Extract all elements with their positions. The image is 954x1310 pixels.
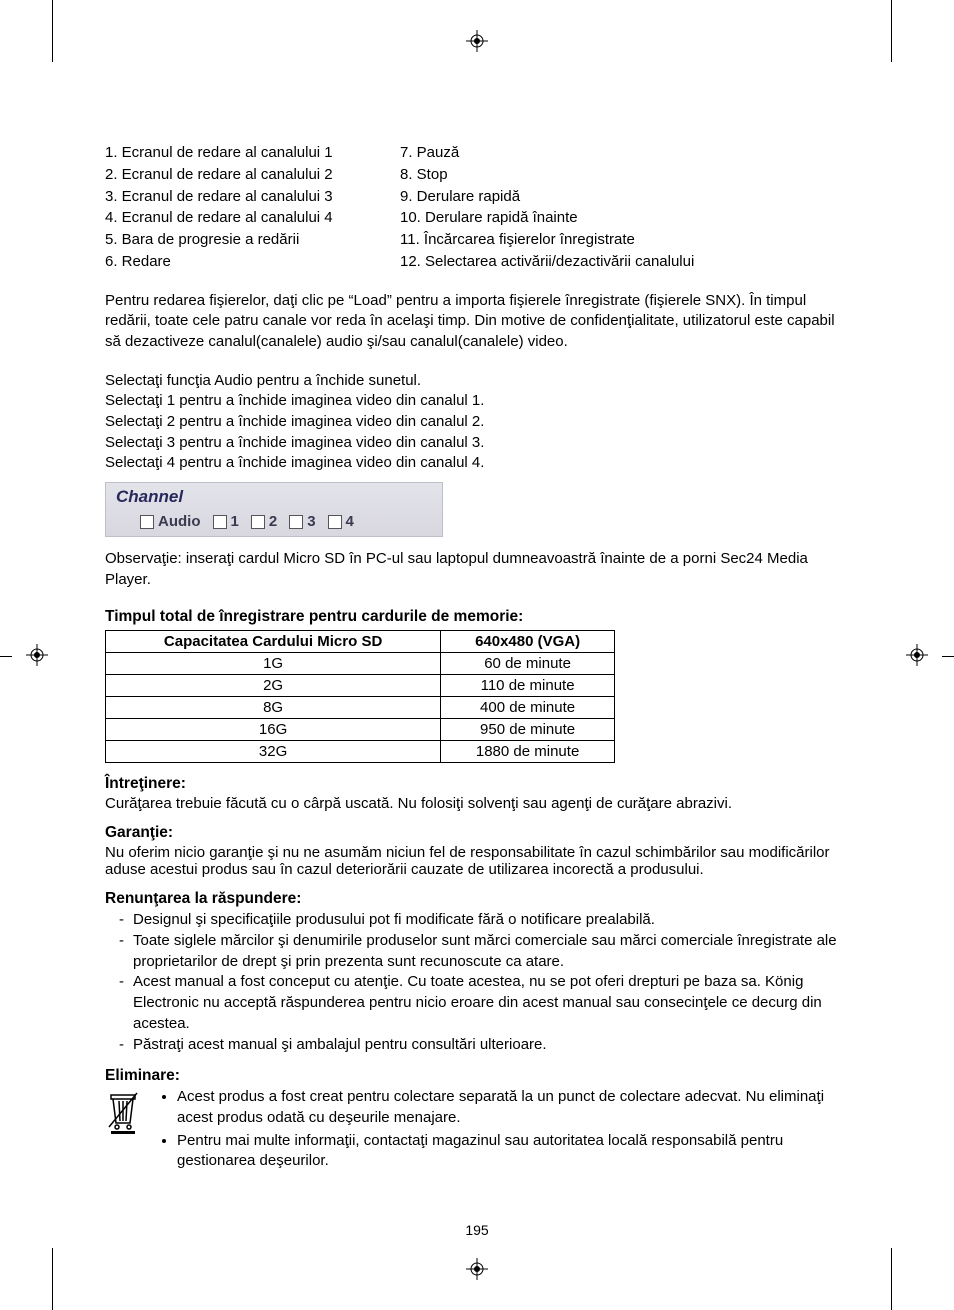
table-header: Capacitatea Cardului Micro SD — [106, 631, 441, 653]
weee-icon — [105, 1087, 141, 1174]
table-heading: Timpul total de înregistrare pentru card… — [105, 608, 849, 626]
list-column-left: 1. Ecranul de redare al canalului 1 2. E… — [105, 142, 400, 273]
list-item: 4. Ecranul de redare al canalului 4 — [105, 207, 400, 229]
section-heading: Renunţarea la răspundere: — [105, 890, 849, 908]
crop-mark — [891, 1248, 892, 1310]
list-item: Acest manual a fost conceput cu atenţie.… — [119, 972, 849, 1034]
list-item: 12. Selectarea activării/dezactivării ca… — [400, 251, 694, 273]
crop-mark — [52, 1248, 53, 1310]
checkbox-icon — [328, 515, 342, 529]
table-row: 8G400 de minute — [106, 697, 615, 719]
list-item: 2. Ecranul de redare al canalului 2 — [105, 164, 400, 186]
checkbox-label: 3 — [307, 513, 315, 530]
table-cell: 16G — [106, 719, 441, 741]
table-cell: 110 de minute — [441, 675, 615, 697]
list-item: 5. Bara de progresie a redării — [105, 229, 400, 251]
table-cell: 32G — [106, 741, 441, 763]
channel-panel-title: Channel — [116, 487, 432, 507]
table-row: 1G60 de minute — [106, 653, 615, 675]
table-cell: 8G — [106, 697, 441, 719]
checkbox-icon — [251, 515, 265, 529]
checkbox-icon — [213, 515, 227, 529]
table-cell: 1G — [106, 653, 441, 675]
disposal-section: Eliminare: — [105, 1067, 849, 1174]
disclaimer-section: Renunţarea la răspundere: Designul şi sp… — [105, 890, 849, 1055]
list-column-right: 7. Pauză 8. Stop 9. Derulare rapidă 10. … — [400, 142, 694, 273]
note-text: Observaţie: inseraţi cardul Micro SD în … — [105, 549, 849, 590]
checkbox-option: 2 — [251, 513, 277, 530]
text-line: Selectaţi 3 pentru a închide imaginea vi… — [105, 433, 849, 454]
table-cell: 60 de minute — [441, 653, 615, 675]
registration-mark-icon — [466, 1258, 488, 1280]
table-cell: 2G — [106, 675, 441, 697]
table-header: 640x480 (VGA) — [441, 631, 615, 653]
disclaimer-list: Designul şi specificaţiile produsului po… — [105, 910, 849, 1055]
list-item: Toate siglele mărcilor şi denumirile pro… — [119, 931, 849, 972]
channel-checkbox-row: Audio 1 2 3 4 — [116, 513, 432, 530]
registration-mark-icon — [26, 644, 48, 666]
checkbox-option: Audio — [140, 513, 201, 530]
checkbox-label: 2 — [269, 513, 277, 530]
crop-mark — [942, 656, 954, 657]
checkbox-label: Audio — [158, 513, 201, 530]
checkbox-icon — [140, 515, 154, 529]
list-item: 10. Derulare rapidă înainte — [400, 207, 694, 229]
section-heading: Garanţie: — [105, 824, 849, 842]
select-instructions: Selectaţi funcţia Audio pentru a închide… — [105, 371, 849, 474]
text-line: Selectaţi 2 pentru a închide imaginea vi… — [105, 412, 849, 433]
list-item: 1. Ecranul de redare al canalului 1 — [105, 142, 400, 164]
text-line: Selectaţi 1 pentru a închide imaginea vi… — [105, 391, 849, 412]
table-row: 2G110 de minute — [106, 675, 615, 697]
text-line: Selectaţi 4 pentru a închide imaginea vi… — [105, 453, 849, 474]
checkbox-label: 1 — [231, 513, 239, 530]
section-heading: Întreţinere: — [105, 775, 849, 793]
registration-mark-icon — [466, 30, 488, 52]
list-item: Păstraţi acest manual şi ambalajul pentr… — [119, 1035, 849, 1056]
list-item: 11. Încărcarea fişierelor înregistrate — [400, 229, 694, 251]
text-line: Selectaţi funcţia Audio pentru a închide… — [105, 371, 849, 392]
table-row: 32G1880 de minute — [106, 741, 615, 763]
table-row: 16G950 de minute — [106, 719, 615, 741]
checkbox-label: 4 — [346, 513, 354, 530]
table-cell: 1880 de minute — [441, 741, 615, 763]
page-content: 1. Ecranul de redare al canalului 1 2. E… — [105, 142, 849, 1174]
section-body: Curăţarea trebuie făcută cu o cârpă usca… — [105, 795, 849, 812]
table-cell: 400 de minute — [441, 697, 615, 719]
table-cell: 950 de minute — [441, 719, 615, 741]
registration-mark-icon — [906, 644, 928, 666]
checkbox-option: 3 — [289, 513, 315, 530]
section-heading: Eliminare: — [105, 1067, 849, 1085]
crop-mark — [52, 0, 53, 62]
checkbox-option: 4 — [328, 513, 354, 530]
list-item: Acest produs a fost creat pentru colecta… — [177, 1087, 849, 1128]
checkbox-icon — [289, 515, 303, 529]
warranty-section: Garanţie: Nu oferim nicio garanţie şi nu… — [105, 824, 849, 878]
page-number: 195 — [105, 1222, 849, 1238]
channel-panel: Channel Audio 1 2 3 4 — [105, 482, 443, 537]
list-item: 6. Redare — [105, 251, 400, 273]
list-item: 7. Pauză — [400, 142, 694, 164]
checkbox-option: 1 — [213, 513, 239, 530]
list-item: 8. Stop — [400, 164, 694, 186]
disposal-list: Acest produs a fost creat pentru colecta… — [153, 1087, 849, 1174]
paragraph-playback: Pentru redarea fişierelor, daţi clic pe … — [105, 291, 849, 353]
list-item: Designul şi specificaţiile produsului po… — [119, 910, 849, 931]
list-item: 3. Ecranul de redare al canalului 3 — [105, 186, 400, 208]
crop-mark — [0, 656, 12, 657]
section-body: Nu oferim nicio garanţie şi nu ne asumăm… — [105, 844, 849, 878]
list-item: Pentru mai multe informaţii, contactaţi … — [177, 1131, 849, 1172]
numbered-list-columns: 1. Ecranul de redare al canalului 1 2. E… — [105, 142, 849, 273]
maintenance-section: Întreţinere: Curăţarea trebuie făcută cu… — [105, 775, 849, 812]
list-item: 9. Derulare rapidă — [400, 186, 694, 208]
memory-table: Capacitatea Cardului Micro SD 640x480 (V… — [105, 630, 615, 763]
table-header-row: Capacitatea Cardului Micro SD 640x480 (V… — [106, 631, 615, 653]
recording-time-section: Timpul total de înregistrare pentru card… — [105, 608, 849, 763]
crop-mark — [891, 0, 892, 62]
